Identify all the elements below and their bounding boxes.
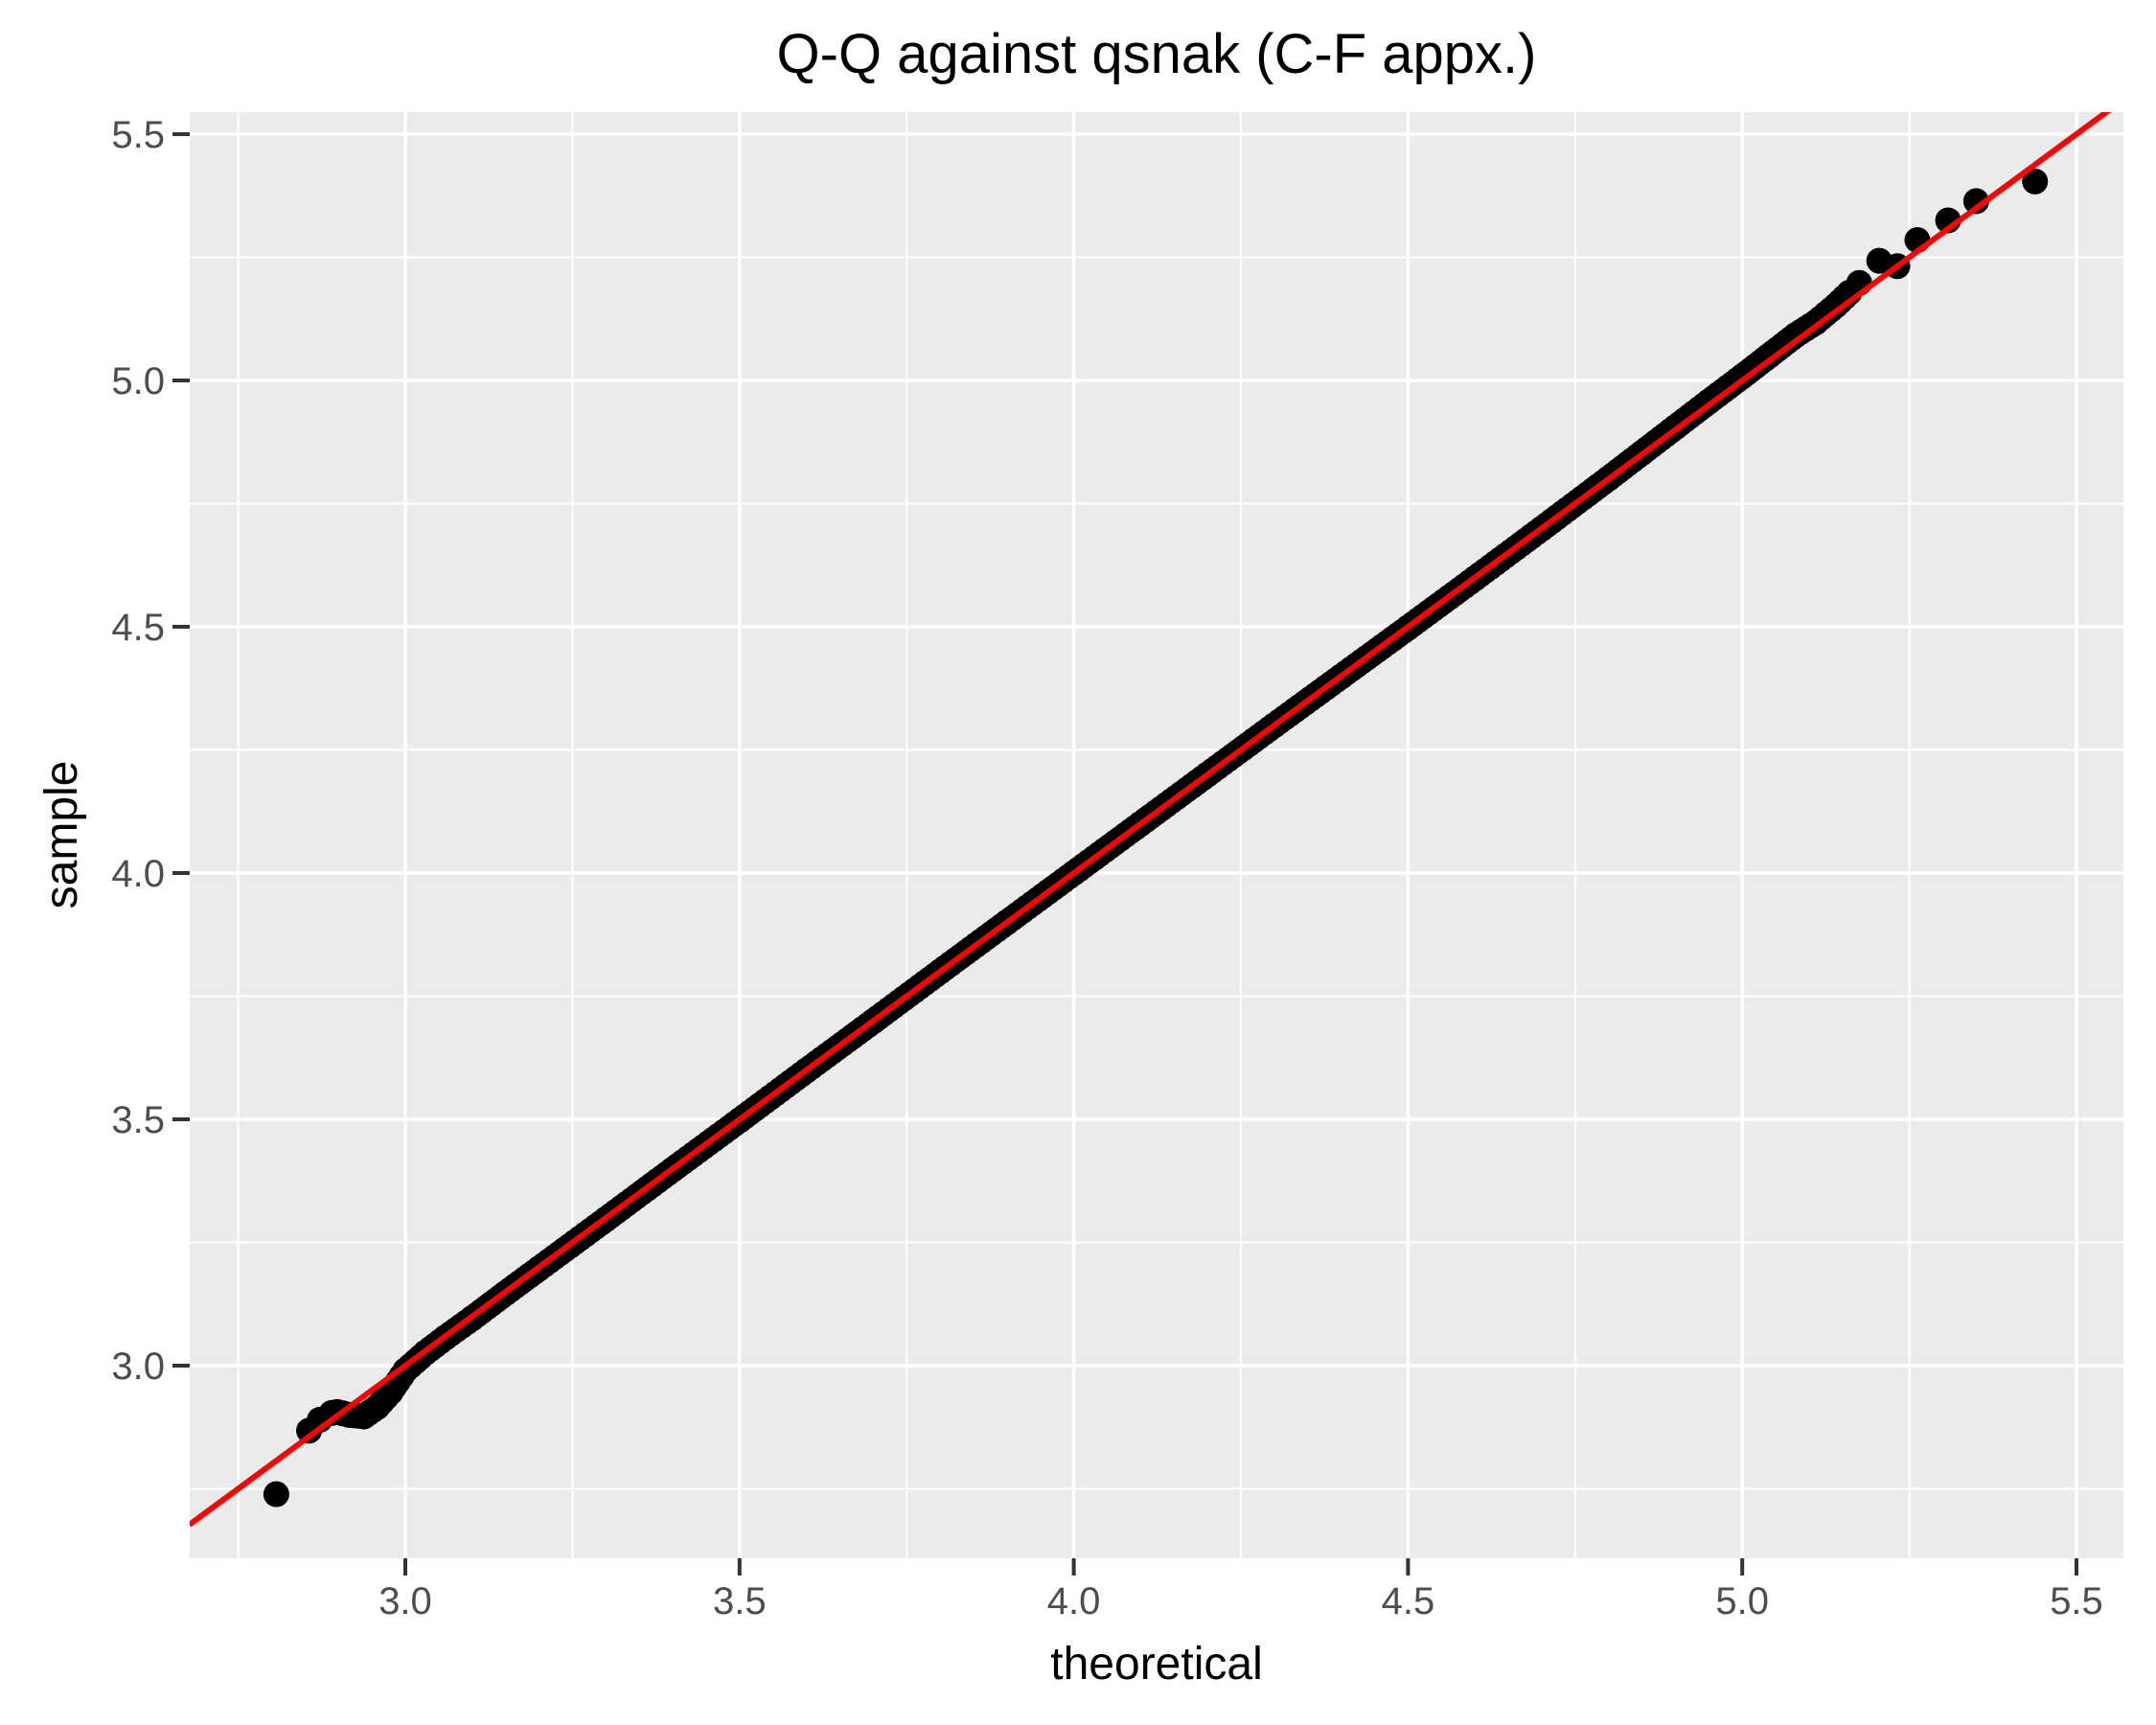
x-axis-tick-labels: 3.0 3.5 4.0 4.5 5.0 5.5 xyxy=(378,1580,2103,1622)
y-tick-label: 5.0 xyxy=(111,360,165,402)
x-tick-label: 4.0 xyxy=(1047,1580,1101,1622)
minor-gridlines xyxy=(190,112,2123,1558)
major-gridlines xyxy=(190,112,2123,1558)
y-axis-tick-labels: 3.0 3.5 4.0 4.5 5.0 5.5 xyxy=(111,114,165,1388)
x-tick-label: 4.5 xyxy=(1382,1580,1435,1622)
y-axis-title: sample xyxy=(36,761,87,909)
axis-tick-marks xyxy=(172,132,2078,1576)
y-tick-label: 4.5 xyxy=(111,607,165,649)
reference-line xyxy=(190,112,2112,1528)
x-tick-label: 3.5 xyxy=(713,1580,767,1622)
y-tick-label: 5.5 xyxy=(111,114,165,156)
plot-panel xyxy=(190,112,2123,1558)
plot-title: Q-Q against qsnak (C-F appx.) xyxy=(777,23,1537,85)
y-tick-label: 4.0 xyxy=(111,853,165,895)
x-tick-label: 5.5 xyxy=(2050,1580,2103,1622)
data-point-outlier xyxy=(2022,168,2049,195)
y-tick-label: 3.0 xyxy=(111,1346,165,1388)
data-point-outlier xyxy=(318,1399,345,1426)
x-tick-label: 5.0 xyxy=(1715,1580,1769,1622)
data-point-outlier xyxy=(263,1481,289,1507)
x-axis-title: theoretical xyxy=(1050,1639,1262,1690)
data-point-outlier xyxy=(1962,188,1989,215)
x-tick-label: 3.0 xyxy=(378,1580,432,1622)
y-tick-label: 3.5 xyxy=(111,1099,165,1141)
